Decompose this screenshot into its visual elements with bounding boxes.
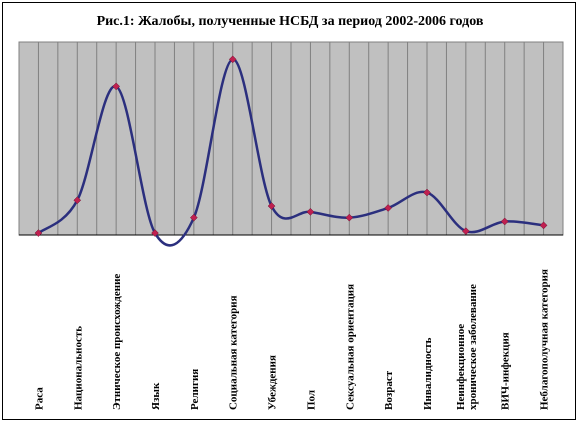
category-label-text: Пол <box>305 390 317 410</box>
category-label-2: Этническое происхождение <box>111 274 123 410</box>
category-label-4: Религия <box>189 369 201 410</box>
category-label-8: Сексуальная ориентация <box>344 284 356 410</box>
category-label-text: Раса <box>33 387 45 410</box>
data-point-6 <box>267 202 276 210</box>
category-label-text: Сексуальная ориентация <box>344 284 356 410</box>
data-point-1 <box>73 196 82 205</box>
data-point-11 <box>462 227 470 235</box>
category-label-text: Национальность <box>72 326 84 410</box>
category-label-text: ВИЧ-инфекция <box>500 332 512 410</box>
category-label-text: Инвалидность <box>422 337 434 410</box>
data-point-5 <box>228 55 237 64</box>
category-label-12: ВИЧ-инфекция <box>500 332 512 410</box>
category-label-6: Убеждения <box>267 355 279 410</box>
data-point-2 <box>112 82 120 91</box>
category-label-9: Возраст <box>383 370 395 410</box>
category-label-5: Социальная категория <box>228 295 240 410</box>
data-point-4 <box>190 213 198 222</box>
data-point-0 <box>34 229 43 237</box>
category-label-11: Неинфекционное хроническое заболевание <box>455 284 479 410</box>
category-label-13: Неблагополучная категория <box>539 269 551 410</box>
data-point-13 <box>539 221 548 230</box>
data-point-12 <box>500 217 509 226</box>
category-label-text: Неблагополучная категория <box>539 269 551 410</box>
category-label-text: Убеждения <box>267 355 279 410</box>
category-label-7: Пол <box>305 390 317 410</box>
tick-labels: Раса Национальность Этническое происхожден… <box>33 269 550 410</box>
category-label-text: Социальная категория <box>228 295 240 410</box>
chart-title: Рис.1: Жалобы, полученные НСБД за период… <box>96 14 484 29</box>
plot-area <box>18 41 564 236</box>
data-point-3 <box>151 229 159 237</box>
category-label-0: Раса <box>33 387 45 410</box>
category-label-10: Инвалидность <box>422 337 434 410</box>
category-label-text: Этническое происхождение <box>111 274 123 410</box>
data-point-8 <box>345 213 354 222</box>
data-point-10 <box>423 188 431 197</box>
category-label-text: хроническое заболевание <box>467 284 479 410</box>
series-layer <box>34 55 548 247</box>
category-label-text: Религия <box>189 369 201 410</box>
data-point-7 <box>306 207 315 216</box>
category-label-3: Язык <box>150 382 162 410</box>
category-label-text: Неинфекционное <box>455 324 467 410</box>
category-label-text: Возраст <box>383 370 395 410</box>
category-label-1: Национальность <box>72 326 84 410</box>
data-point-9 <box>384 204 392 212</box>
category-label-text: Язык <box>150 382 162 410</box>
